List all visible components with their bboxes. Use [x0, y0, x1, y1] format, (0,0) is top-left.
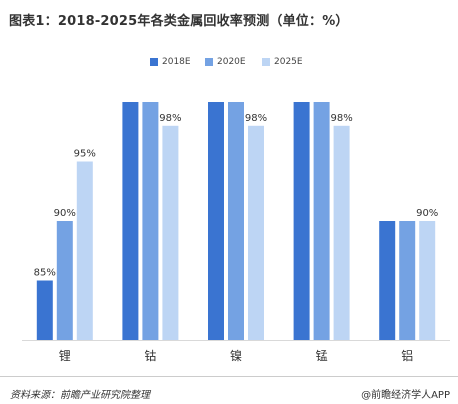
data-label-2025E-锂: 95%: [74, 149, 96, 160]
chart-legend: 2018E 2020E 2025E: [0, 55, 458, 69]
bar-2018E-镍: [208, 102, 224, 340]
bar-2018E-锂: [36, 280, 53, 340]
legend-item-0: 2018E: [150, 55, 191, 69]
footer-divider: [0, 376, 458, 377]
data-label-2025E-铝: 90%: [416, 208, 438, 219]
category-label-3: 锰: [316, 348, 328, 363]
bar-2025E-锂: [76, 161, 93, 340]
bar-2025E-铝: [419, 221, 436, 340]
bar-2020E-镍: [228, 102, 244, 340]
bar-2020E-锰: [313, 102, 330, 340]
bar-2018E-钴: [122, 102, 139, 340]
legend-swatch-2: [262, 58, 270, 66]
legend-label-2: 2025E: [274, 57, 303, 67]
data-label-2025E-钴: 98%: [159, 113, 181, 124]
bar-2025E-镍: [248, 125, 264, 340]
category-label-1: 钴: [144, 348, 156, 363]
bar-2025E-锰: [333, 125, 350, 340]
bar-2018E-锰: [293, 102, 310, 340]
bar-2025E-钴: [162, 125, 179, 340]
legend-swatch-0: [150, 58, 158, 66]
source-note: 资料来源：前瞻产业研究院整理: [10, 390, 150, 401]
data-label-2025E-锰: 98%: [330, 113, 352, 124]
legend-label-1: 2020E: [217, 57, 246, 67]
credit-note: @前瞻经济学人APP: [361, 390, 450, 401]
category-label-2: 镍: [230, 349, 242, 363]
legend-label-0: 2018E: [162, 57, 191, 67]
category-label-0: 锂: [59, 348, 71, 363]
bar-2020E-铝: [399, 221, 416, 340]
data-label-2020E-锂: 90%: [54, 208, 76, 219]
chart-title: 图表1：2018-2025年各类金属回收率预测（单位：%）: [9, 14, 349, 29]
legend-swatch-1: [205, 58, 213, 66]
legend-item-1: 2020E: [205, 55, 246, 69]
data-label-2025E-镍: 98%: [245, 113, 267, 124]
bar-2018E-铝: [379, 221, 396, 340]
data-label-2018E-锂: 85%: [34, 268, 56, 279]
bar-2020E-锂: [56, 221, 73, 340]
category-label-4: 铝: [401, 348, 413, 363]
bar-2020E-钴: [142, 102, 159, 340]
legend-item-2: 2025E: [262, 55, 303, 69]
